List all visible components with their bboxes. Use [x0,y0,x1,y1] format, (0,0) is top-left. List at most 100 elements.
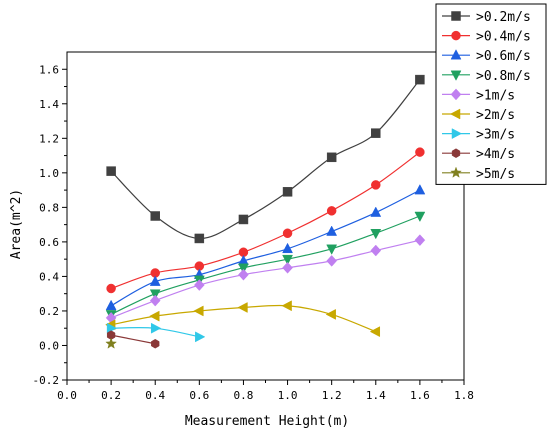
legend-label: >1m/s [476,88,515,103]
data-point [106,166,116,176]
legend-marker [450,166,462,178]
data-point [282,242,293,254]
series-3 [105,184,426,311]
x-tick-label: 1.8 [454,389,474,402]
series-9 [105,337,118,349]
legend-item: >0.6m/s [442,49,531,64]
data-point [151,338,160,349]
plot-area: 0.0 0.2 0.4 0.6 0.8 1.0 1.2 1.4 1.6 1.8 -0.2 0.0 0.2… [33,51,474,402]
legend-item: >0.2m/s [442,10,531,25]
data-point [238,268,249,281]
data-point [371,128,381,138]
data-point [370,206,382,217]
data-point [369,326,381,338]
series-1 [106,74,425,244]
y-tick-label: 1.0 [39,167,59,180]
data-point [325,308,336,320]
data-point [149,310,160,322]
data-point [238,214,249,225]
legend-item: >0.8m/s [442,69,531,84]
data-point [370,229,382,240]
data-point [237,302,248,313]
legend-marker [451,148,461,158]
y-tick-label: 0.0 [39,339,59,352]
series-8 [106,330,160,349]
legend-marker [450,88,462,101]
legend-item: >4m/s [442,147,515,162]
series-line [110,334,156,345]
x-tick-label: 1.0 [278,389,298,402]
data-point [326,206,337,216]
series-6 [105,300,381,338]
data-point [106,322,118,334]
series-4 [105,211,426,321]
data-point [193,305,204,317]
legend-label: >3m/s [476,128,515,143]
data-point [150,322,162,334]
data-point [105,299,117,311]
data-point [414,211,426,223]
data-point [149,289,161,300]
data-point [326,225,338,236]
data-point [282,261,293,274]
data-point [326,255,338,267]
legend-item: >3m/s [442,128,515,143]
x-tick-label: 1.2 [322,389,342,402]
data-point [149,294,161,307]
data-point [282,187,293,197]
data-point [282,228,293,239]
legend-label: >4m/s [476,147,515,162]
x-tick-label: 0.0 [57,389,77,402]
legend-label: >0.4m/s [476,30,531,45]
legend-item: >1m/s [442,88,515,103]
y-tick-label: -0.2 [33,374,60,387]
data-point [150,211,160,221]
y-tick-label: 1.6 [39,63,59,76]
legend-label: >0.6m/s [476,49,531,64]
legend-marker [450,49,462,60]
y-tick-label: 0.4 [39,270,59,283]
x-tick-label: 0.6 [189,389,209,402]
data-point [371,180,381,190]
legend-item: >0.4m/s [442,30,531,45]
x-tick-label: 1.6 [410,389,430,402]
legend-label: >0.2m/s [476,10,531,25]
legend-label: >0.8m/s [476,69,531,84]
x-tick-label: 1.4 [366,389,386,402]
legend-marker [451,30,461,41]
data-point [414,234,426,247]
legend: >0.2m/s >0.4m/s >0.6m/s >0.8m/s >1m/s >2m/s >3… [435,3,547,185]
y-axis-title: Area(m^2) [9,189,24,259]
axes-layer: 0.0 0.2 0.4 0.6 0.8 1.0 1.2 1.4 1.6 1.8 -0.2 0.0 0.2… [33,51,474,402]
y-tick-label: 1.2 [39,132,59,145]
legend-label: >5m/s [476,167,515,182]
series-7 [106,322,206,343]
x-axis-title: Measurement Height(m) [185,414,349,429]
data-point [281,300,292,312]
x-tick-label: 0.2 [101,389,121,402]
data-point [282,254,293,266]
legend-item: >5m/s [442,166,515,182]
data-point [106,283,116,294]
series-2 [106,147,425,294]
data-point [370,244,382,257]
legend-marker [450,70,462,81]
legend-marker [451,11,461,21]
plot-frame [66,51,465,381]
y-tick-label: 1.4 [39,98,59,111]
data-point [194,233,205,244]
data-point [238,263,249,274]
data-point [326,244,338,255]
legend-marker [449,108,461,120]
x-tick-label: 0.8 [234,389,254,402]
x-tick-label: 0.4 [145,389,165,402]
data-point [415,74,425,85]
y-tick-label: 0.6 [39,236,59,249]
legend-label: >2m/s [476,108,515,123]
data-point [193,279,205,291]
data-point [415,147,425,157]
series-layer [105,74,426,349]
data-point [414,184,426,195]
data-point [149,275,161,286]
